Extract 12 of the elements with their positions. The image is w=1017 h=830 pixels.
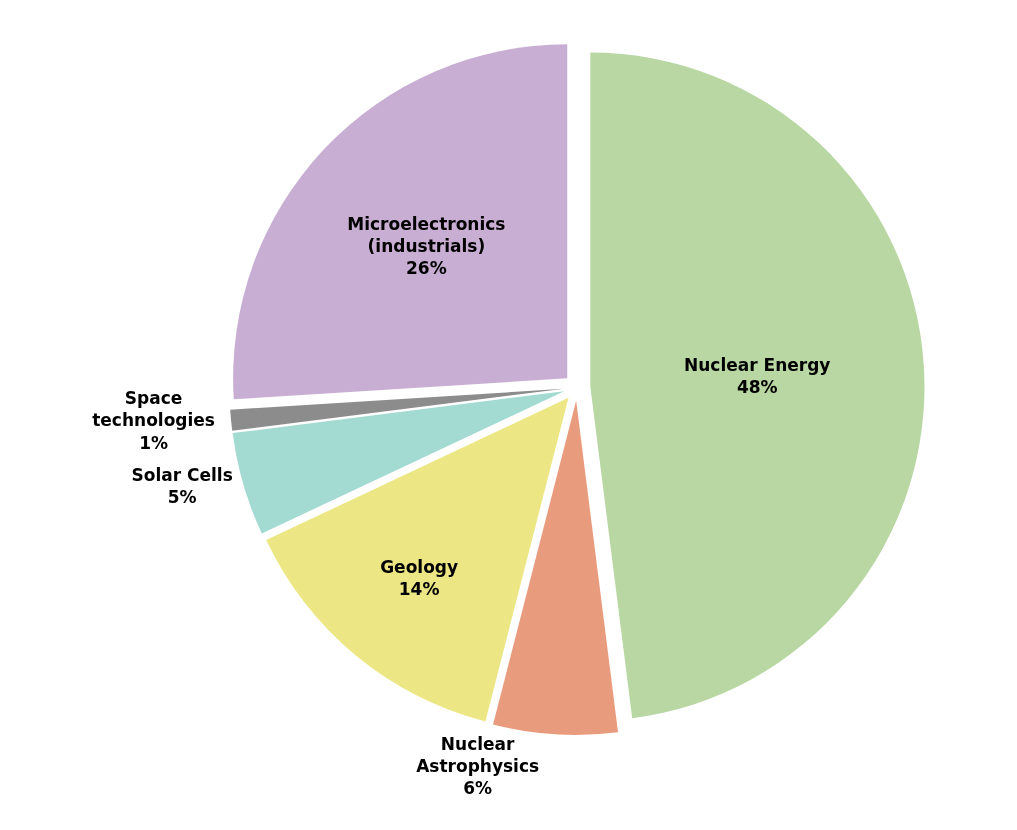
slice-label: Nuclear Astrophysics — [416, 734, 540, 777]
slice-label: Nuclear Energy — [684, 355, 831, 376]
slice-label: Space technologies — [92, 388, 215, 431]
slice-label: Microelectronics (industrials) — [347, 213, 506, 257]
data-label: 6% — [463, 778, 493, 799]
data-label: 5% — [167, 487, 197, 508]
slice-label: Solar Cells — [131, 465, 233, 486]
data-label: 14% — [398, 579, 440, 600]
slice-label: Geology — [380, 557, 459, 578]
data-label: 1% — [139, 432, 169, 453]
data-label: 26% — [406, 258, 447, 279]
data-label: 48% — [736, 377, 778, 398]
